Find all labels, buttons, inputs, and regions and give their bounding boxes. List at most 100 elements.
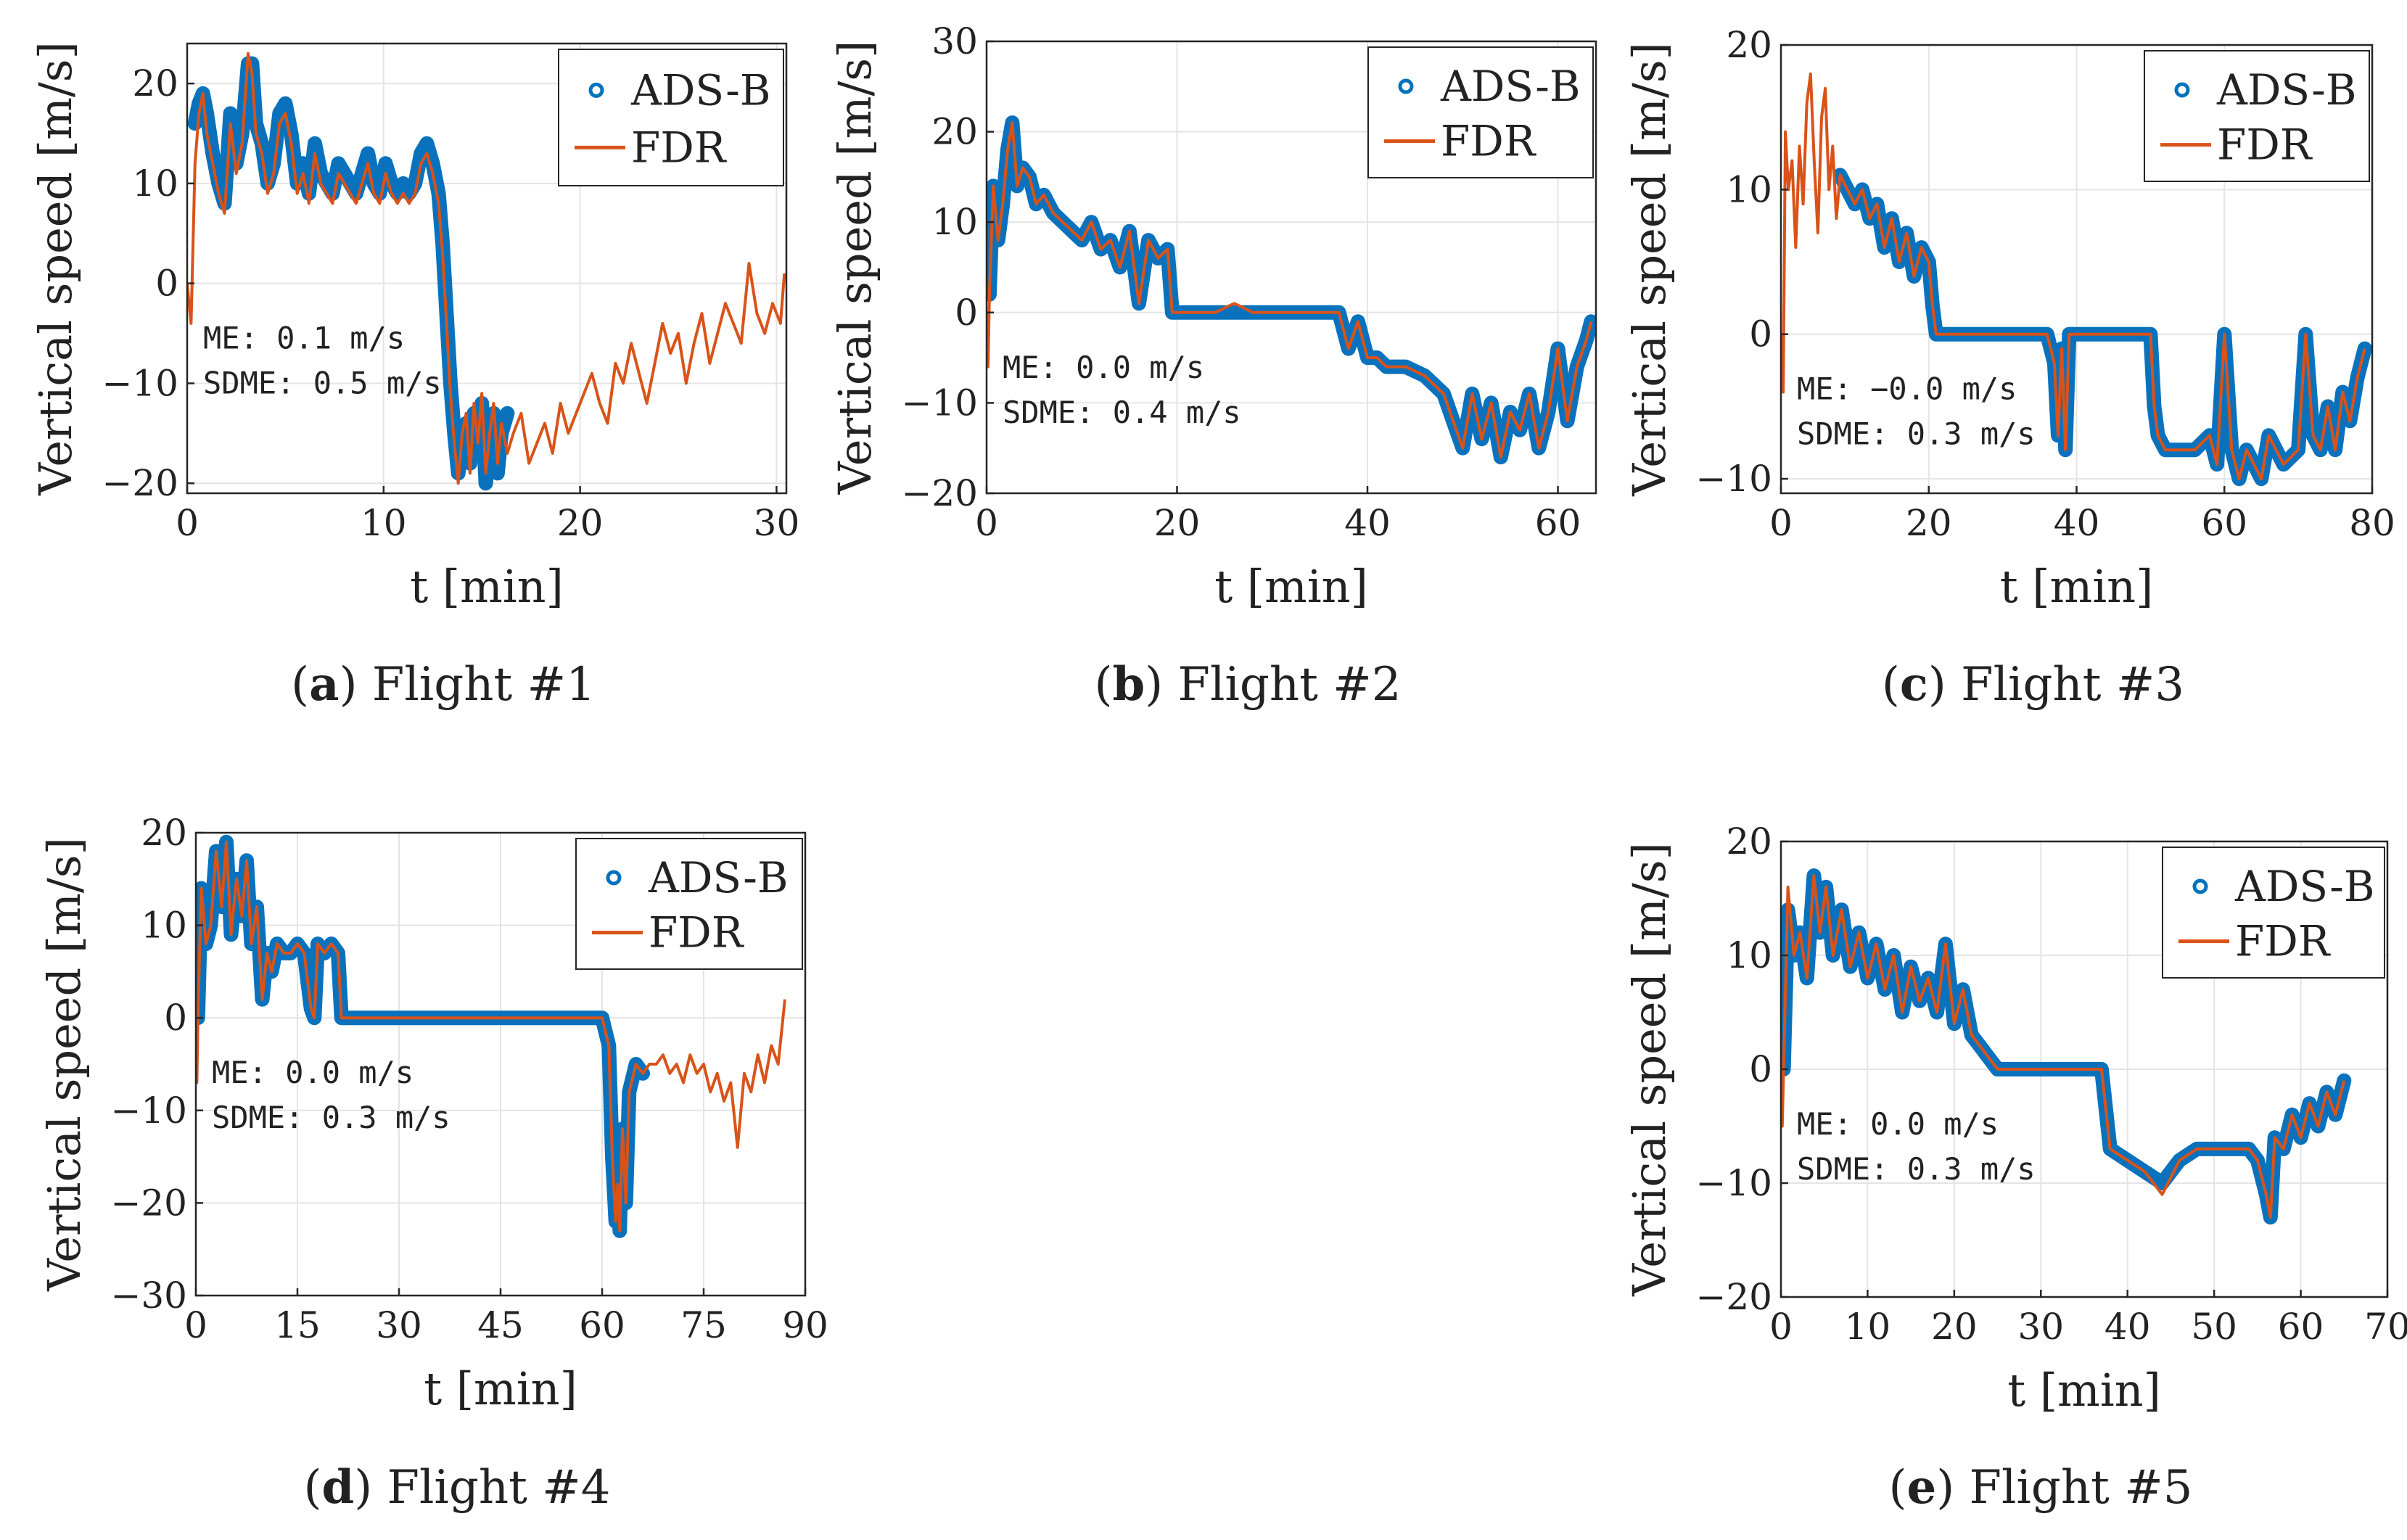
chart-b: 0 20 40 60 −20 −10 0 10 20 30 t [min] Vertical spee… bbox=[828, 20, 1597, 712]
y-axis-label: Vertical speed [m/s] bbox=[38, 837, 91, 1292]
x-tick-label: 40 bbox=[2054, 502, 2100, 544]
legend-adsb-label: ADS-B bbox=[1440, 62, 1580, 111]
caption-paren-close: ) bbox=[1936, 1461, 1969, 1515]
me-annotation: ME: 0.0 m/s bbox=[212, 1055, 413, 1090]
caption-paren-open: ( bbox=[1095, 658, 1113, 712]
y-tick-label: 20 bbox=[1726, 820, 1772, 862]
y-tick-label: −10 bbox=[102, 362, 178, 404]
x-tick-label: 0 bbox=[184, 1304, 207, 1346]
legend-adsb-label: ADS-B bbox=[2234, 862, 2374, 911]
caption-text: Flight #2 bbox=[1178, 658, 1402, 712]
sdme-annotation: SDME: 0.3 m/s bbox=[1797, 1151, 2036, 1187]
y-tick-label: −10 bbox=[901, 382, 978, 424]
caption-paren-open: ( bbox=[1882, 658, 1900, 712]
y-tick-label: 10 bbox=[141, 905, 187, 947]
y-tick-label: 0 bbox=[1749, 313, 1772, 355]
sdme-annotation: SDME: 0.3 m/s bbox=[1797, 416, 2036, 452]
chart-e: 0 10 20 30 40 50 60 70 −20 −10 0 10 20 t [min] Vertica… bbox=[1623, 820, 2407, 1515]
y-tick-label: −20 bbox=[1695, 1276, 1772, 1318]
caption-paren-open: ( bbox=[291, 658, 309, 712]
y-axis-label: Vertical speed [m/s] bbox=[29, 41, 82, 496]
y-tick-label: −20 bbox=[110, 1182, 187, 1224]
sdme-annotation: SDME: 0.3 m/s bbox=[212, 1100, 450, 1135]
x-tick-label: 30 bbox=[2017, 1306, 2064, 1348]
caption-paren-open: ( bbox=[304, 1461, 322, 1515]
fdr-series bbox=[1781, 72, 2366, 481]
sdme-annotation: SDME: 0.5 m/s bbox=[203, 366, 442, 401]
caption-paren-close: ) bbox=[340, 658, 372, 712]
chart-d: 0 15 30 45 60 75 90 −30 −20 −10 0 10 20 t [min] Vertic… bbox=[38, 812, 828, 1515]
x-tick-label: 10 bbox=[1845, 1306, 1891, 1348]
y-tick-label: 0 bbox=[1749, 1048, 1772, 1090]
x-tick-label: 40 bbox=[2104, 1306, 2151, 1348]
y-tick-label: 0 bbox=[164, 997, 187, 1039]
caption: (b) Flight #2 bbox=[1095, 657, 1402, 712]
x-tick-label: 30 bbox=[376, 1304, 422, 1346]
legend-box bbox=[1367, 46, 1594, 178]
legend-box bbox=[575, 838, 803, 970]
x-tick-label: 60 bbox=[1535, 502, 1581, 544]
caption-text: Flight #1 bbox=[372, 658, 596, 712]
y-tick-label: 0 bbox=[955, 292, 978, 334]
y-tick-label: 10 bbox=[132, 162, 178, 205]
x-tick-label: 0 bbox=[176, 502, 199, 544]
x-tick-label: 0 bbox=[975, 502, 998, 544]
y-tick-label: 20 bbox=[132, 62, 178, 104]
x-tick-label: 20 bbox=[1906, 502, 1952, 544]
legend-box bbox=[2162, 847, 2385, 979]
y-tick-label: 30 bbox=[931, 20, 978, 62]
y-tick-label: −10 bbox=[1695, 1162, 1772, 1204]
x-tick-label: 90 bbox=[782, 1304, 828, 1346]
caption-letter: b bbox=[1112, 657, 1145, 712]
legend-adsb-label: ADS-B bbox=[648, 853, 788, 902]
me-annotation: ME: 0.1 m/s bbox=[203, 321, 405, 356]
x-tick-label: 20 bbox=[1154, 502, 1201, 544]
x-tick-label: 50 bbox=[2191, 1306, 2237, 1348]
y-tick-label: −10 bbox=[110, 1090, 187, 1132]
legend-adsb-marker bbox=[2192, 878, 2208, 894]
x-tick-label: 10 bbox=[361, 502, 407, 544]
x-tick-label: 70 bbox=[2364, 1306, 2407, 1348]
chart-a: 0 10 20 30 −20 −10 0 10 20 t [min] Vertical speed … bbox=[29, 41, 799, 712]
x-tick-label: 20 bbox=[557, 502, 604, 544]
caption-paren-open: ( bbox=[1889, 1461, 1907, 1515]
caption: (c) Flight #3 bbox=[1882, 657, 2184, 712]
me-annotation: ME: −0.0 m/s bbox=[1797, 371, 2017, 407]
x-axis-label: t [min] bbox=[424, 1362, 577, 1415]
x-tick-label: 60 bbox=[2278, 1306, 2324, 1348]
x-tick-label: 20 bbox=[1931, 1306, 1978, 1348]
y-tick-label: 10 bbox=[1726, 934, 1772, 976]
x-tick-label: 30 bbox=[754, 502, 800, 544]
x-axis-label: t [min] bbox=[1214, 560, 1368, 613]
caption: (e) Flight #5 bbox=[1889, 1460, 2193, 1515]
x-tick-label: 0 bbox=[1769, 1306, 1793, 1348]
y-tick-label: −20 bbox=[102, 462, 178, 504]
y-tick-label: 20 bbox=[141, 812, 187, 854]
me-annotation: ME: 0.0 m/s bbox=[1003, 350, 1204, 385]
y-axis-label: Vertical speed [m/s] bbox=[1623, 42, 1676, 497]
caption: (a) Flight #1 bbox=[291, 657, 596, 712]
x-tick-label: 60 bbox=[2201, 502, 2247, 544]
axes-box bbox=[985, 40, 1597, 495]
legend-adsb-label: ADS-B bbox=[2216, 65, 2356, 115]
x-tick-label: 15 bbox=[274, 1304, 321, 1346]
caption-text: Flight #4 bbox=[387, 1461, 611, 1515]
x-tick-label: 80 bbox=[2349, 502, 2395, 544]
y-axis-label: Vertical speed [m/s] bbox=[1623, 842, 1676, 1297]
x-tick-label: 45 bbox=[477, 1304, 524, 1346]
legend-fdr-label: FDR bbox=[631, 123, 728, 172]
caption-text: Flight #5 bbox=[1970, 1461, 2193, 1515]
fdr-series bbox=[187, 52, 786, 485]
sdme-annotation: SDME: 0.4 m/s bbox=[1003, 395, 1241, 430]
x-axis-label: t [min] bbox=[410, 560, 564, 613]
axes-box bbox=[186, 42, 788, 495]
caption: (d) Flight #4 bbox=[304, 1460, 611, 1515]
x-tick-label: 60 bbox=[579, 1304, 625, 1346]
caption-letter: e bbox=[1907, 1460, 1937, 1515]
caption-paren-close: ) bbox=[354, 1461, 387, 1515]
